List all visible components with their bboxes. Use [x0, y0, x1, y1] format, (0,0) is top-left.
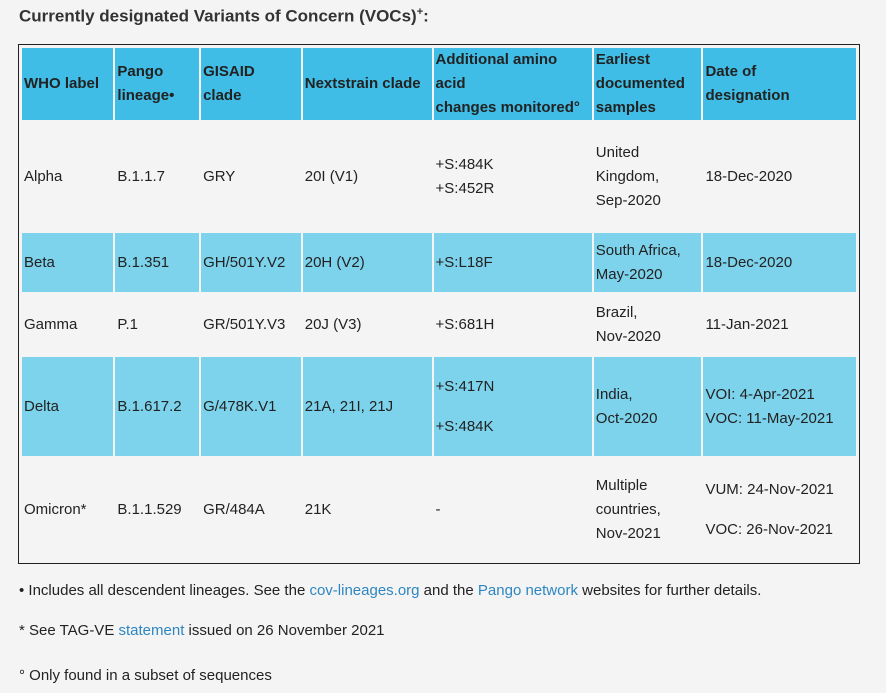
cell-designation-date: VOI: 4-Apr-2021 VOC: 11-May-2021: [703, 357, 856, 456]
header-earliest-samples: Earliest documented samples: [593, 48, 702, 120]
voc-table-container: WHO label Pango lineage• GISAID clade Next…: [18, 44, 860, 564]
header-nextstrain-clade: Nextstrain clade: [302, 48, 432, 120]
cell-amino-acid-changes: +S:L18F: [433, 233, 592, 292]
cell-designation-date: 18-Dec-2020: [703, 233, 856, 292]
cell-designation-date: 18-Dec-2020: [703, 122, 856, 231]
cell-gisaid-clade: G/478K.V1: [201, 357, 301, 456]
cell-earliest-samples: Brazil, Nov-2020: [593, 294, 702, 355]
cell-who-label: Gamma: [22, 294, 114, 355]
cell-nextstrain-clade: 20I (V1): [302, 122, 432, 231]
voc-table: WHO label Pango lineage• GISAID clade Next…: [20, 46, 858, 563]
cell-gisaid-clade: GRY: [201, 122, 301, 231]
cov-lineages-link[interactable]: cov-lineages.org: [309, 582, 420, 599]
footnote-subset: ° Only found in a subset of sequences: [19, 667, 272, 684]
cell-amino-acid-changes: -: [433, 458, 592, 561]
cell-who-label: Beta: [22, 233, 114, 292]
cell-earliest-samples: United Kingdom, Sep-2020: [593, 122, 702, 231]
cell-amino-acid-changes: +S:681H: [433, 294, 592, 355]
footnote-tag-ve: * See TAG-VE statement issued on 26 Nove…: [19, 622, 385, 639]
cell-gisaid-clade: GH/501Y.V2: [201, 233, 301, 292]
section-heading: Currently designated Variants of Concern…: [19, 6, 429, 26]
cell-nextstrain-clade: 20J (V3): [302, 294, 432, 355]
header-amino-acid-changes: Additional amino acid changes monitored°: [433, 48, 592, 120]
cell-pango-lineage: B.1.351: [115, 233, 200, 292]
table-header-row: WHO label Pango lineage• GISAID clade Next…: [22, 48, 856, 120]
table-row: Alpha B.1.1.7 GRY 20I (V1) +S:484K +S:452…: [22, 122, 856, 231]
table-row: Omicron* B.1.1.529 GR/484A 21K - Multipl…: [22, 458, 856, 561]
table-row: Delta B.1.617.2 G/478K.V1 21A, 21I, 21J …: [22, 357, 856, 456]
heading-superscript: +: [416, 6, 424, 18]
cell-pango-lineage: B.1.1.529: [115, 458, 200, 561]
table-row: Gamma P.1 GR/501Y.V3 20J (V3) +S:681H Br…: [22, 294, 856, 355]
cell-earliest-samples: India, Oct-2020: [593, 357, 702, 456]
cell-amino-acid-changes: +S:417N +S:484K: [433, 357, 592, 456]
cell-earliest-samples: South Africa, May-2020: [593, 233, 702, 292]
cell-nextstrain-clade: 21A, 21I, 21J: [302, 357, 432, 456]
cell-pango-lineage: B.1.617.2: [115, 357, 200, 456]
cell-pango-lineage: B.1.1.7: [115, 122, 200, 231]
cell-designation-date: VUM: 24-Nov-2021 VOC: 26-Nov-2021: [703, 458, 856, 561]
cell-nextstrain-clade: 20H (V2): [302, 233, 432, 292]
table-row: Beta B.1.351 GH/501Y.V2 20H (V2) +S:L18F…: [22, 233, 856, 292]
cell-pango-lineage: P.1: [115, 294, 200, 355]
footnote-lineages: • Includes all descendent lineages. See …: [19, 582, 762, 599]
cell-amino-acid-changes: +S:484K +S:452R: [433, 122, 592, 231]
cell-designation-date: 11-Jan-2021: [703, 294, 856, 355]
heading-text: Currently designated Variants of Concern…: [19, 6, 417, 26]
cell-who-label: Alpha: [22, 122, 114, 231]
cell-nextstrain-clade: 21K: [302, 458, 432, 561]
cell-gisaid-clade: GR/501Y.V3: [201, 294, 301, 355]
cell-who-label: Omicron*: [22, 458, 114, 561]
cell-earliest-samples: Multiple countries, Nov-2021: [593, 458, 702, 561]
cell-gisaid-clade: GR/484A: [201, 458, 301, 561]
statement-link[interactable]: statement: [118, 622, 185, 639]
header-pango-lineage: Pango lineage•: [115, 48, 200, 120]
pango-network-link[interactable]: Pango network: [477, 582, 578, 599]
header-who-label: WHO label: [22, 48, 114, 120]
header-designation-date: Date of designation: [703, 48, 856, 120]
cell-who-label: Delta: [22, 357, 114, 456]
header-gisaid-clade: GISAID clade: [201, 48, 301, 120]
